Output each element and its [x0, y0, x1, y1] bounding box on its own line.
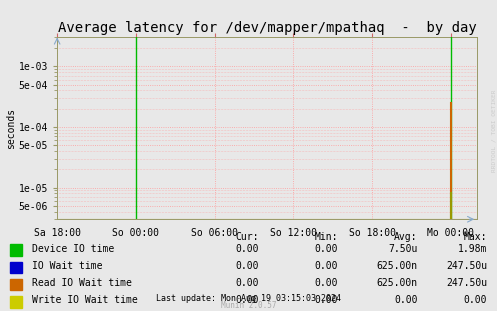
Text: Max:: Max: — [464, 232, 487, 242]
Text: 247.50u: 247.50u — [446, 261, 487, 271]
Text: 0.00: 0.00 — [315, 278, 338, 288]
Text: 0.00: 0.00 — [315, 244, 338, 254]
Text: Read IO Wait time: Read IO Wait time — [32, 278, 132, 288]
Text: 0.00: 0.00 — [235, 278, 258, 288]
Text: Last update: Mon Aug 19 03:15:03 2024: Last update: Mon Aug 19 03:15:03 2024 — [156, 294, 341, 303]
Text: Min:: Min: — [315, 232, 338, 242]
Text: RRDTOOL / TOBI OETIKER: RRDTOOL / TOBI OETIKER — [491, 89, 496, 172]
Text: 7.50u: 7.50u — [388, 244, 417, 254]
Text: Cur:: Cur: — [235, 232, 258, 242]
Text: 0.00: 0.00 — [394, 295, 417, 305]
Text: 625.00n: 625.00n — [376, 278, 417, 288]
Text: 0.00: 0.00 — [464, 295, 487, 305]
Y-axis label: seconds: seconds — [6, 108, 16, 149]
Text: Avg:: Avg: — [394, 232, 417, 242]
Title: Average latency for /dev/mapper/mpathaq  -  by day: Average latency for /dev/mapper/mpathaq … — [58, 21, 477, 35]
Text: Write IO Wait time: Write IO Wait time — [32, 295, 138, 305]
Text: 0.00: 0.00 — [235, 261, 258, 271]
Text: 625.00n: 625.00n — [376, 261, 417, 271]
Text: 0.00: 0.00 — [315, 295, 338, 305]
Text: 0.00: 0.00 — [315, 261, 338, 271]
Text: Device IO time: Device IO time — [32, 244, 114, 254]
Text: Munin 2.0.57: Munin 2.0.57 — [221, 301, 276, 310]
Text: 0.00: 0.00 — [235, 244, 258, 254]
Text: 1.98m: 1.98m — [458, 244, 487, 254]
Text: 0.00: 0.00 — [235, 295, 258, 305]
Text: 247.50u: 247.50u — [446, 278, 487, 288]
Text: IO Wait time: IO Wait time — [32, 261, 103, 271]
